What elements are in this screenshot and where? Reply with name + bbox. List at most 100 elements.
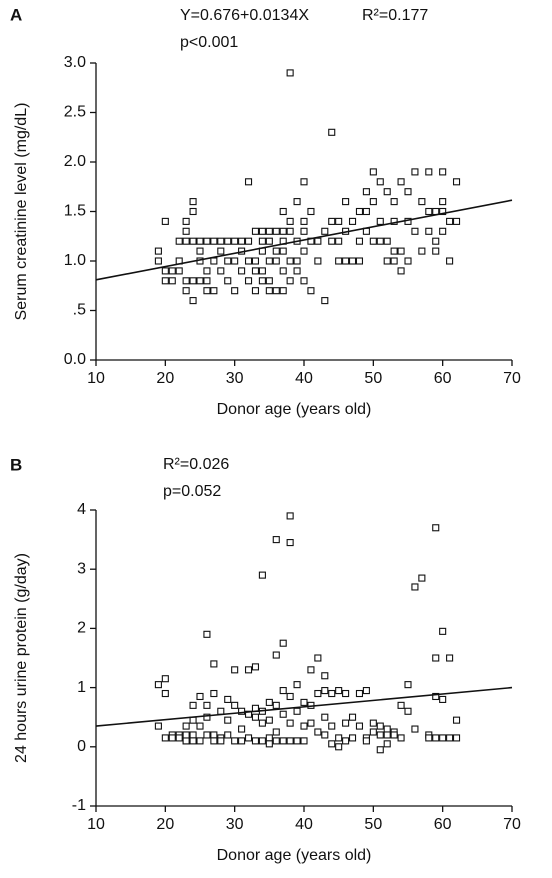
data-point (189, 198, 197, 206)
x-tick-label: 40 (295, 816, 313, 833)
data-point (265, 257, 273, 265)
data-point (355, 207, 364, 216)
data-point (258, 277, 266, 285)
data-point (279, 247, 287, 255)
data-point (348, 734, 357, 742)
data-point (161, 675, 169, 683)
data-point (328, 740, 336, 748)
data-point (244, 178, 253, 186)
data-point (272, 701, 280, 709)
data-point (383, 725, 391, 733)
data-point (314, 257, 322, 265)
data-point (189, 297, 197, 305)
data-point (196, 237, 204, 245)
data-point (203, 287, 211, 295)
data-point (335, 734, 343, 742)
regression-line (95, 686, 513, 727)
data-point (217, 737, 225, 745)
data-point (175, 267, 183, 275)
data-point (161, 267, 169, 275)
data-point (293, 681, 301, 689)
data-point (168, 267, 176, 275)
data-point (452, 178, 461, 186)
y-tick-label: 1.0 (64, 252, 86, 269)
data-point (196, 247, 204, 255)
data-point (265, 716, 273, 724)
data-point (251, 713, 260, 721)
data-point (369, 728, 377, 736)
data-point (342, 198, 350, 206)
x-tick-label: 20 (156, 370, 174, 387)
data-point (182, 237, 190, 245)
y-tick-label: 3 (77, 560, 86, 577)
data-point (244, 666, 253, 674)
data-point (182, 227, 190, 235)
annotation: R²=0.026 (163, 456, 229, 473)
annotation: R²=0.177 (362, 7, 428, 24)
data-point (210, 731, 218, 739)
data-point (321, 672, 329, 680)
data-point (182, 217, 190, 225)
data-point (217, 267, 225, 275)
data-point (203, 277, 211, 285)
data-point (348, 713, 357, 721)
data-point (258, 267, 266, 275)
annotation: p<0.001 (180, 34, 238, 51)
data-point (439, 627, 447, 635)
data-point (175, 734, 183, 742)
y-tick-label: 2 (77, 620, 86, 637)
data-point (231, 237, 239, 245)
data-point (362, 188, 370, 196)
data-point (446, 734, 454, 742)
data-point (307, 287, 315, 295)
data-point (411, 227, 419, 235)
data-point (210, 660, 218, 668)
data-point (293, 267, 301, 275)
data-point (279, 267, 287, 275)
data-point (231, 257, 239, 265)
data-point (272, 247, 280, 255)
data-point (293, 707, 301, 715)
data-point (307, 666, 315, 674)
data-point (293, 737, 301, 745)
data-point (383, 188, 391, 196)
data-point (369, 168, 377, 176)
y-tick-label: -1 (72, 797, 86, 814)
data-point (432, 734, 440, 742)
data-point (154, 247, 162, 255)
data-point (203, 731, 211, 739)
data-point (251, 267, 260, 275)
data-point (404, 257, 412, 265)
data-point (238, 237, 246, 245)
data-point (452, 716, 461, 724)
data-point (196, 692, 204, 701)
data-point (425, 734, 433, 742)
y-tick-label: 1.5 (64, 203, 86, 220)
data-point (300, 737, 308, 745)
data-point (286, 217, 294, 225)
data-point (362, 687, 370, 695)
data-point (342, 689, 350, 698)
y-tick-label: .5 (73, 302, 86, 319)
data-point (362, 207, 370, 216)
data-point (376, 237, 384, 245)
data-point (404, 188, 412, 196)
data-point (203, 713, 211, 721)
data-point (355, 689, 364, 698)
data-point (231, 701, 239, 709)
data-point (439, 734, 447, 742)
y-tick-label: 2.5 (64, 104, 86, 121)
data-point (196, 737, 204, 745)
data-point (182, 277, 190, 285)
x-tick-label: 40 (295, 370, 313, 387)
data-point (397, 178, 405, 186)
data-point (390, 257, 398, 265)
x-tick-label: 20 (156, 816, 174, 833)
data-point (210, 689, 218, 698)
data-point (154, 722, 162, 730)
data-point (154, 681, 162, 689)
data-point (376, 746, 384, 754)
data-point (244, 734, 253, 742)
data-point (369, 237, 377, 245)
data-point (411, 725, 419, 733)
